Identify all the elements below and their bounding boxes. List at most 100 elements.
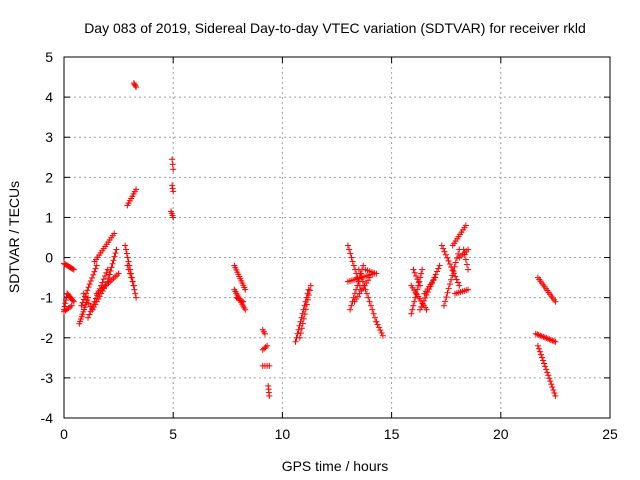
data-point (238, 297, 245, 304)
data-point (264, 342, 271, 349)
data-point (415, 279, 422, 286)
data-point (305, 286, 312, 293)
y-tick-label: -1 (41, 290, 54, 306)
data-point (360, 262, 367, 269)
data-point (91, 268, 98, 275)
data-point (357, 270, 364, 277)
data-point (133, 84, 140, 91)
y-tick-label: 4 (45, 89, 53, 105)
data-point (169, 182, 176, 189)
x-axis-label: GPS time / hours (282, 458, 389, 474)
data-point (442, 251, 449, 258)
data-point (87, 303, 94, 310)
data-point (465, 266, 472, 273)
data-point (305, 292, 312, 299)
data-point (409, 306, 416, 313)
data-point (434, 268, 441, 275)
x-tick-label: 15 (384, 426, 400, 442)
data-point (441, 248, 448, 255)
data-point (69, 265, 76, 272)
data-point (62, 300, 69, 307)
data-point (420, 297, 427, 304)
data-point (549, 384, 556, 391)
data-point (432, 274, 439, 281)
data-point (93, 298, 100, 305)
data-point (435, 265, 442, 272)
data-point (538, 351, 545, 358)
data-point (92, 265, 99, 272)
data-point (304, 296, 311, 303)
grid-lines (64, 57, 610, 418)
data-point (534, 342, 541, 349)
data-point (111, 230, 118, 237)
data-point (169, 185, 176, 192)
data-point (374, 321, 381, 328)
data-point (411, 298, 418, 305)
data-point (353, 286, 360, 293)
data-point (298, 325, 305, 332)
data-point (266, 392, 273, 399)
data-point (463, 261, 470, 268)
data-point (369, 306, 376, 313)
y-tick-label: 3 (45, 129, 53, 145)
data-point (347, 306, 354, 313)
data-point (366, 274, 373, 281)
data-point (446, 281, 453, 288)
data-point (375, 324, 382, 331)
data-point (453, 276, 460, 283)
data-point (95, 296, 102, 303)
x-tick-label: 0 (60, 426, 68, 442)
data-point (259, 346, 266, 353)
data-point (449, 267, 456, 274)
data-point (132, 290, 139, 297)
data-point (436, 262, 443, 269)
data-point (304, 290, 311, 297)
data-point (452, 259, 459, 266)
data-point (377, 327, 384, 334)
data-point (410, 302, 417, 309)
data-point (306, 287, 313, 294)
data-point (535, 345, 542, 352)
data-point (418, 303, 425, 310)
data-point (416, 282, 423, 289)
data-point (108, 264, 115, 271)
data-point (358, 274, 365, 281)
data-point (373, 318, 380, 325)
data-point (107, 267, 114, 274)
data-point (446, 261, 453, 268)
data-point (131, 81, 138, 88)
data-point (69, 297, 76, 304)
data-point (444, 289, 451, 296)
data-point (300, 315, 307, 322)
data-point (84, 287, 91, 294)
data-point (363, 290, 370, 297)
data-point (440, 245, 447, 252)
data-point (412, 294, 419, 301)
data-point (450, 268, 457, 275)
y-tick-label: 2 (45, 169, 53, 185)
y-tick-label: -4 (41, 410, 54, 426)
data-point (109, 260, 116, 267)
data-point (261, 330, 268, 337)
data-point (103, 269, 110, 276)
data-point (408, 310, 415, 317)
data-point (419, 300, 426, 307)
data-point (350, 262, 357, 269)
data-point (70, 266, 77, 273)
data-point (90, 271, 97, 278)
data-point (85, 314, 92, 321)
data-point (169, 156, 176, 163)
data-point (99, 279, 106, 286)
data-point (170, 166, 177, 173)
axis-ticks: 0 5 10 15 20 25 -4 -3 -2 -1 0 1 2 3 4 5 (41, 49, 618, 442)
data-point (113, 246, 120, 253)
plot-area-border (63, 56, 611, 419)
data-point (242, 286, 249, 293)
data-point (124, 262, 131, 269)
data-point (539, 354, 546, 361)
data-point (130, 282, 137, 289)
data-point (451, 263, 458, 270)
data-point (104, 266, 111, 273)
data-point (452, 273, 459, 280)
data-point (422, 294, 429, 301)
